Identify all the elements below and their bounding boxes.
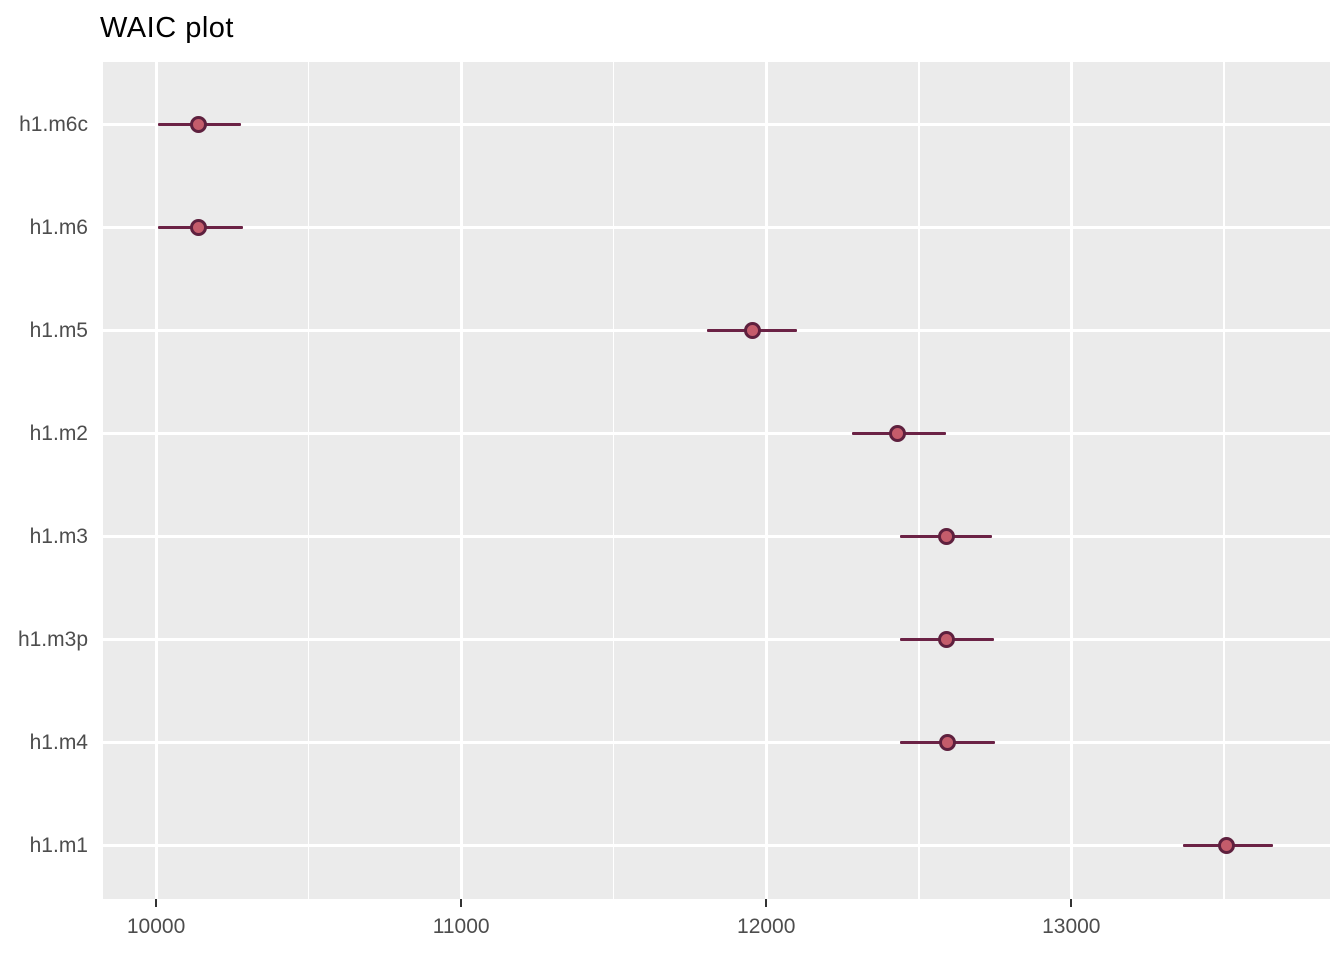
minor-gridline-x xyxy=(1223,62,1225,899)
data-point xyxy=(888,424,906,442)
major-gridline-x xyxy=(459,62,463,899)
data-point xyxy=(939,733,957,751)
y-axis-label: h1.m6 xyxy=(29,215,88,239)
y-axis-label: h1.m6c xyxy=(19,112,88,136)
data-point xyxy=(743,321,761,339)
x-axis-tick xyxy=(460,899,463,907)
data-point xyxy=(190,115,208,133)
x-axis-tick xyxy=(155,899,158,907)
y-axis-label: h1.m1 xyxy=(29,833,88,857)
major-gridline-x xyxy=(154,62,158,899)
data-point xyxy=(1218,836,1236,854)
minor-gridline-x xyxy=(307,62,310,899)
minor-gridline-x xyxy=(612,62,615,899)
major-gridline-y xyxy=(103,534,1330,538)
x-axis-tick-label: 11000 xyxy=(432,915,490,938)
y-axis-label: h1.m4 xyxy=(29,730,88,754)
plot-title: WAIC plot xyxy=(100,12,234,44)
major-gridline-y xyxy=(103,225,1330,229)
x-axis-tick-label: 13000 xyxy=(1042,915,1101,938)
y-axis-label: h1.m3 xyxy=(29,524,88,548)
x-axis-tick xyxy=(1070,899,1073,907)
data-point xyxy=(937,527,955,545)
minor-gridline-x xyxy=(918,62,920,899)
major-gridline-y xyxy=(103,740,1330,744)
x-axis-tick-label: 10000 xyxy=(126,915,186,938)
y-axis-label: h1.m2 xyxy=(29,421,88,445)
major-gridline-x xyxy=(1069,62,1073,899)
x-axis-tick-label: 12000 xyxy=(737,915,796,938)
x-axis-tick xyxy=(765,899,768,907)
data-point xyxy=(937,630,955,648)
major-gridline-y xyxy=(103,122,1330,126)
data-point xyxy=(190,218,208,236)
major-gridline-y xyxy=(103,431,1330,435)
major-gridline-y xyxy=(103,843,1330,847)
y-axis-label: h1.m3p xyxy=(17,627,88,651)
plot-panel xyxy=(103,62,1330,899)
y-axis-label: h1.m5 xyxy=(29,318,88,342)
major-gridline-y xyxy=(103,637,1330,641)
major-gridline-x xyxy=(764,62,768,899)
